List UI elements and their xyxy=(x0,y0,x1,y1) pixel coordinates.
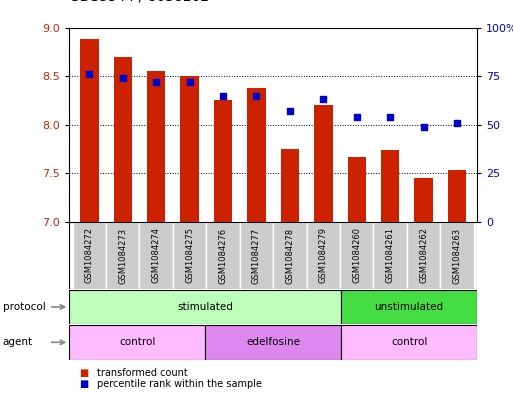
Text: GSM1084278: GSM1084278 xyxy=(285,228,294,283)
Point xyxy=(186,79,194,85)
Bar xyxy=(314,105,332,222)
Text: GSM1084262: GSM1084262 xyxy=(419,228,428,283)
Bar xyxy=(440,222,473,289)
Text: edelfosine: edelfosine xyxy=(246,337,300,347)
Bar xyxy=(206,222,240,289)
Text: agent: agent xyxy=(3,337,33,347)
Point xyxy=(152,79,160,85)
Text: GSM1084276: GSM1084276 xyxy=(219,228,228,283)
Text: protocol: protocol xyxy=(3,302,45,312)
Bar xyxy=(69,290,341,324)
Text: GDS5544 / 8038202: GDS5544 / 8038202 xyxy=(69,0,209,4)
Bar xyxy=(273,222,307,289)
Text: transformed count: transformed count xyxy=(97,367,188,378)
Point xyxy=(286,108,294,114)
Point xyxy=(420,123,428,130)
Bar xyxy=(214,101,232,222)
Text: stimulated: stimulated xyxy=(177,302,233,312)
Point xyxy=(453,120,461,126)
Point xyxy=(119,75,127,81)
Text: unstimulated: unstimulated xyxy=(374,302,444,312)
Text: ■: ■ xyxy=(80,367,89,378)
Text: GSM1084260: GSM1084260 xyxy=(352,228,361,283)
Bar xyxy=(415,178,433,222)
Text: GSM1084279: GSM1084279 xyxy=(319,228,328,283)
Bar xyxy=(240,222,273,289)
Point xyxy=(252,92,261,99)
Point xyxy=(85,71,93,77)
Bar xyxy=(381,150,399,222)
Text: percentile rank within the sample: percentile rank within the sample xyxy=(97,379,263,389)
Bar xyxy=(341,325,477,360)
Bar xyxy=(205,325,341,360)
Bar xyxy=(347,157,366,222)
Point xyxy=(319,96,327,103)
Text: control: control xyxy=(119,337,155,347)
Text: GSM1084277: GSM1084277 xyxy=(252,228,261,283)
Text: GSM1084263: GSM1084263 xyxy=(452,228,462,283)
Point xyxy=(219,92,227,99)
Text: control: control xyxy=(391,337,427,347)
Bar xyxy=(373,222,407,289)
Text: GSM1084273: GSM1084273 xyxy=(118,228,127,283)
Bar xyxy=(181,76,199,222)
Bar xyxy=(73,222,106,289)
Bar xyxy=(147,71,165,222)
Text: GSM1084272: GSM1084272 xyxy=(85,228,94,283)
Text: GSM1084274: GSM1084274 xyxy=(152,228,161,283)
Text: GSM1084275: GSM1084275 xyxy=(185,228,194,283)
Bar xyxy=(281,149,299,222)
Bar xyxy=(106,222,140,289)
Bar xyxy=(448,171,466,222)
Bar xyxy=(340,222,373,289)
Text: ■: ■ xyxy=(80,379,89,389)
Bar xyxy=(113,57,132,222)
Bar xyxy=(80,39,98,222)
Point xyxy=(352,114,361,120)
Bar xyxy=(247,88,266,222)
Bar xyxy=(69,325,205,360)
Point xyxy=(386,114,394,120)
Text: GSM1084261: GSM1084261 xyxy=(386,228,394,283)
Bar xyxy=(341,290,477,324)
Bar xyxy=(307,222,340,289)
Bar xyxy=(407,222,440,289)
Bar xyxy=(173,222,206,289)
Bar xyxy=(140,222,173,289)
